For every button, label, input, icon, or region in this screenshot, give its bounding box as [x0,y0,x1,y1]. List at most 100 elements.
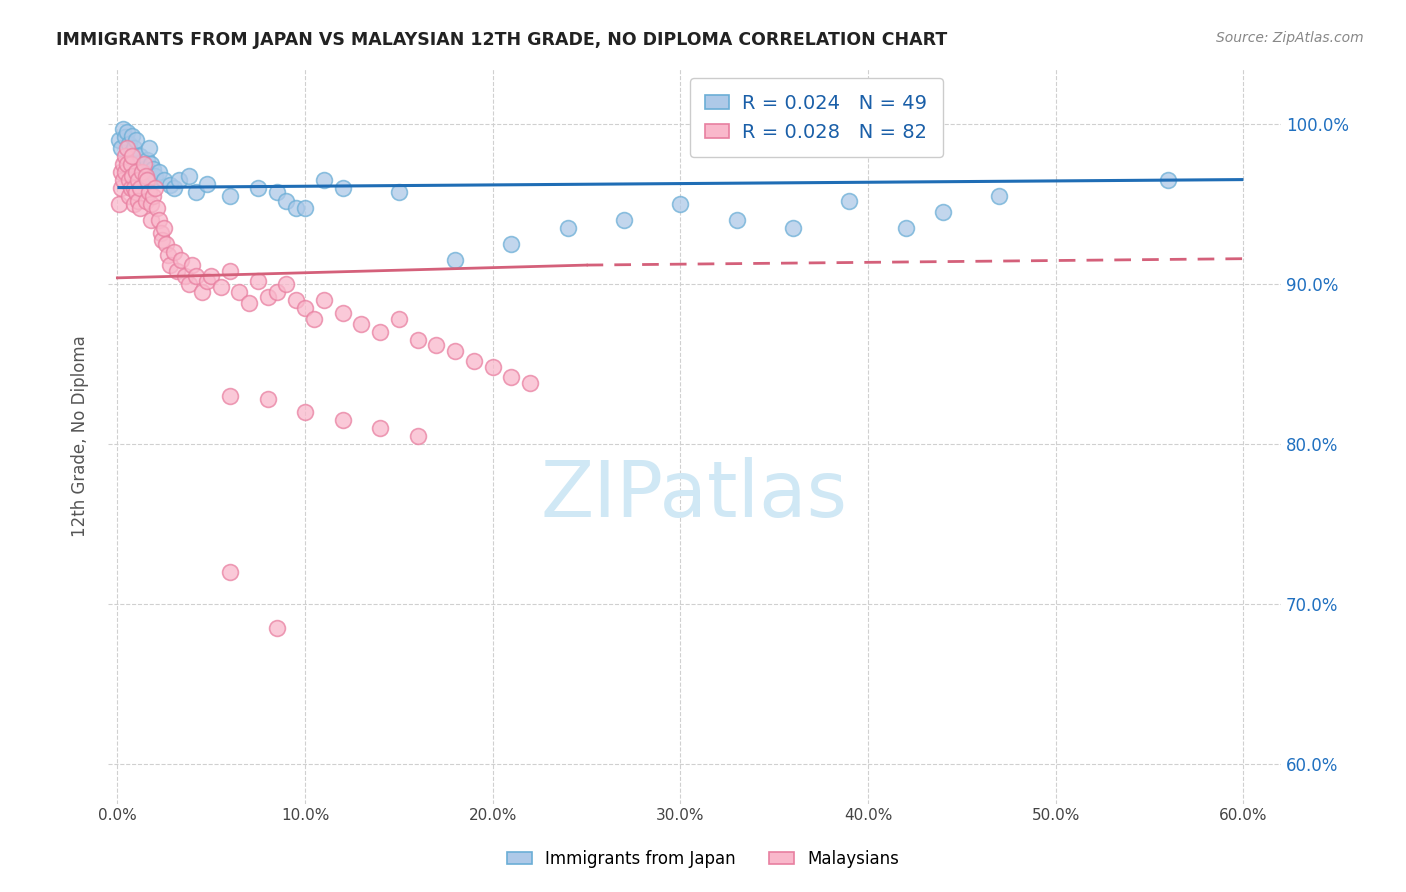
Point [110,181,132,195]
Point [294,405,316,419]
Point [125,185,148,199]
Point [388,185,411,199]
Point [108,197,131,211]
Point [127,157,149,171]
Point [169,173,191,187]
Point [115,157,138,171]
Point [284,293,307,308]
Point [117,136,139,151]
Point [782,221,804,235]
Point [114,149,136,163]
Point [135,169,157,183]
Point [294,201,316,215]
Point [131,165,153,179]
Point [153,173,176,187]
Point [121,128,143,143]
Point [153,221,176,235]
Point [332,181,354,195]
Point [266,621,288,635]
Point [149,226,172,240]
Point [501,370,523,384]
Point [125,165,148,179]
Point [122,181,145,195]
Point [932,205,955,219]
Point [128,201,150,215]
Point [157,248,180,262]
Point [142,162,165,177]
Point [256,392,278,407]
Text: IMMIGRANTS FROM JAPAN VS MALAYSIAN 12TH GRADE, NO DIPLOMA CORRELATION CHART: IMMIGRANTS FROM JAPAN VS MALAYSIAN 12TH … [56,31,948,49]
Text: ZIPatlas: ZIPatlas [541,457,848,533]
Point [276,277,298,292]
Point [209,280,232,294]
Point [120,181,142,195]
Point [132,157,155,171]
Point [219,565,242,579]
Point [159,178,181,193]
Point [131,169,153,183]
Point [519,376,541,391]
Point [197,274,219,288]
Point [276,194,298,209]
Y-axis label: 12th Grade, No Diploma: 12th Grade, No Diploma [72,335,89,537]
Point [197,177,219,191]
Point [304,312,326,326]
Point [166,264,188,278]
Point [110,141,132,155]
Point [181,258,204,272]
Point [247,181,270,195]
Point [191,285,214,300]
Point [135,194,157,209]
Point [838,194,860,209]
Point [266,285,288,300]
Point [332,306,354,320]
Point [122,197,145,211]
Point [143,169,166,183]
Point [177,277,200,292]
Point [444,344,467,359]
Point [368,325,391,339]
Point [148,213,170,227]
Point [894,221,917,235]
Point [557,221,579,235]
Point [121,169,143,183]
Point [136,153,159,167]
Point [128,149,150,163]
Point [138,185,160,199]
Point [238,296,260,310]
Point [127,194,149,209]
Point [136,173,159,187]
Point [501,237,523,252]
Point [110,165,132,179]
Point [481,360,503,375]
Point [114,130,136,145]
Point [247,274,270,288]
Point [228,285,250,300]
Point [117,189,139,203]
Point [256,290,278,304]
Point [613,213,636,227]
Point [121,149,143,163]
Point [174,269,197,284]
Point [294,301,316,316]
Point [111,122,134,136]
Point [406,429,429,443]
Point [388,312,411,326]
Point [159,258,181,272]
Point [163,245,186,260]
Legend: Immigrants from Japan, Malaysians: Immigrants from Japan, Malaysians [501,844,905,875]
Point [312,293,335,308]
Point [146,201,169,215]
Point [115,125,138,139]
Text: Source: ZipAtlas.com: Source: ZipAtlas.com [1216,31,1364,45]
Point [120,157,142,171]
Point [115,141,138,155]
Point [988,189,1011,203]
Point [444,253,467,268]
Point [266,185,288,199]
Point [200,269,222,284]
Point [406,333,429,347]
Point [141,197,163,211]
Point [219,389,242,403]
Point [219,189,242,203]
